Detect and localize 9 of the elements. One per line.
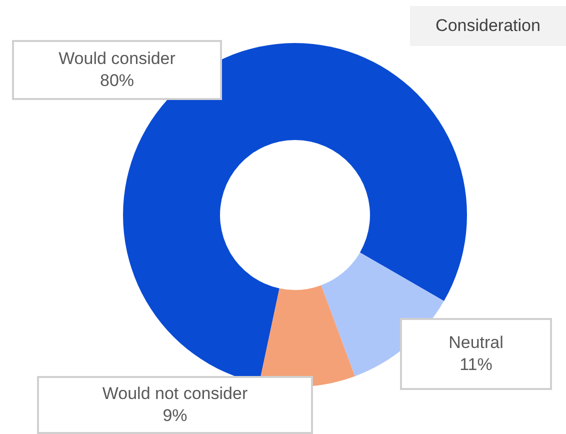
donut-slice	[259, 285, 355, 387]
data-label: 9%	[162, 405, 188, 427]
slice-label: Would consider	[58, 48, 176, 70]
data-label: 11%	[460, 354, 492, 376]
donut-slice	[321, 252, 444, 376]
slice-label: Would not consider	[102, 383, 248, 405]
chart-title: Consideration	[410, 6, 566, 46]
data-label: 80%	[100, 70, 134, 92]
slice-label: Neutral	[448, 332, 504, 354]
